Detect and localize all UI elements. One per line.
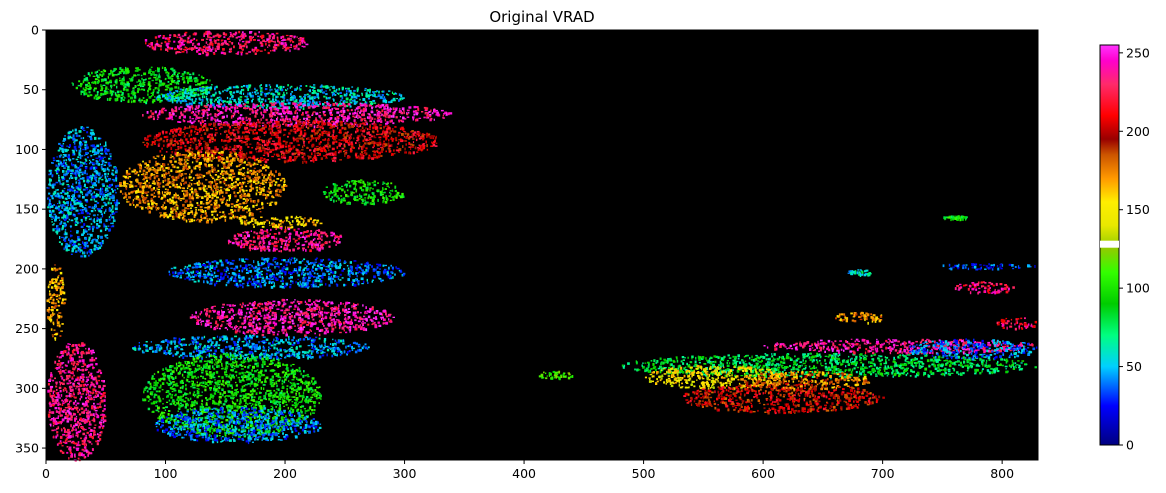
x-tick-label: 800 [990,466,1014,481]
colorbar-ticks: 0 50 100 150 200 250 [1119,45,1150,453]
y-tick-label: 100 [15,142,39,157]
echo-region [239,215,323,230]
echo-region [46,264,67,341]
colorbar-tick-label: 250 [1126,45,1150,60]
x-tick-label: 100 [154,466,178,481]
colorbar: 0 50 100 150 200 250 [1099,44,1150,453]
colorbar-tick-label: 50 [1126,359,1142,374]
x-tick-label: 200 [273,466,297,481]
echo-region [538,370,574,381]
colorbar-gap [1100,240,1119,248]
y-tick-label: 250 [15,321,39,336]
x-tick-label: 0 [42,466,50,481]
echo-layer [46,30,1038,462]
echo-region [847,269,872,277]
chart-title: Original VRAD [489,8,594,26]
plot-frame [45,29,1039,461]
y-tick-label: 350 [15,441,39,456]
echo-region [189,298,395,337]
echo-region [46,126,120,258]
y-tick-label: 200 [15,261,39,276]
echo-region [119,149,288,224]
x-tick-label: 600 [751,466,775,481]
echo-region [144,30,309,57]
colorbar-tick-label: 100 [1126,281,1150,296]
y-tick-label: 300 [15,381,39,396]
x-axis: 0 100 200 300 400 500 600 700 800 [42,460,1014,481]
y-tick-label: 50 [23,82,39,97]
echo-region [322,179,405,206]
x-tick-label: 400 [512,466,536,481]
echo-region [835,311,883,325]
echo-region [683,382,885,415]
echo-region [942,263,1036,271]
y-tick-label: 0 [31,23,39,38]
echo-region [943,215,968,222]
echo-region [47,342,107,462]
echo-region [154,406,322,445]
echo-region [168,257,406,289]
echo-region [740,370,871,391]
echo-region [954,281,1015,295]
colorbar-tick-label: 0 [1126,438,1134,453]
colorbar-tick-label: 150 [1126,202,1150,217]
echo-region [142,120,438,164]
x-tick-label: 700 [871,466,895,481]
plot-area [45,29,1039,462]
echo-region [644,365,785,391]
colorbar-tick-label: 200 [1126,124,1150,139]
echo-region [908,338,1038,361]
echo-region [132,334,370,362]
echo-region [996,317,1037,331]
y-tick-label: 150 [15,202,39,217]
x-tick-label: 300 [393,466,417,481]
x-tick-label: 500 [632,466,656,481]
echo-region [227,227,343,253]
y-axis: 0 50 100 150 200 250 300 350 [15,23,46,456]
